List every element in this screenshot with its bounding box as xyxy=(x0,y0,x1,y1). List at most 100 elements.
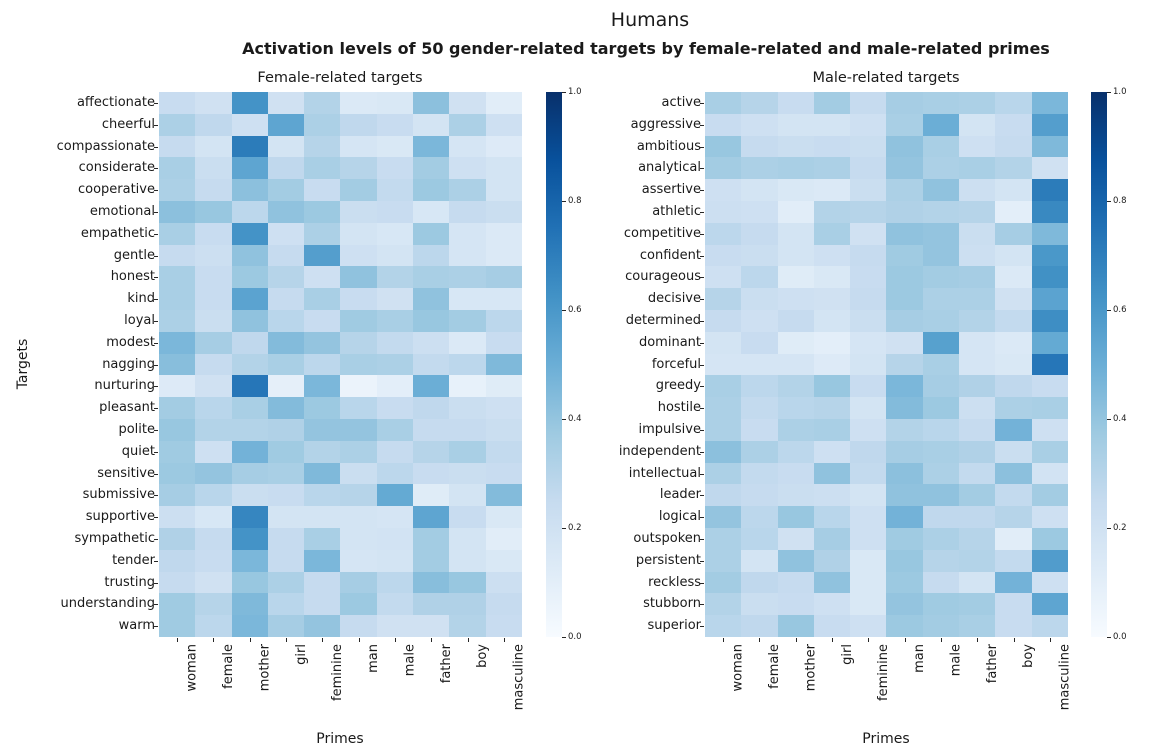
x-tick-label: female xyxy=(766,644,782,689)
heatmap-cell xyxy=(1031,113,1068,136)
heatmap-cell xyxy=(886,135,923,158)
heatmap-cell xyxy=(1031,200,1068,223)
heatmap-cell xyxy=(304,353,341,376)
heatmap-cell xyxy=(886,440,923,463)
tick-mark xyxy=(700,430,704,431)
tick-mark xyxy=(700,583,704,584)
heatmap-cell xyxy=(376,527,414,550)
x-tick-label: masculine xyxy=(511,644,527,711)
heatmap-cell xyxy=(485,244,522,267)
heatmap-cell xyxy=(959,309,996,332)
heatmap-cell xyxy=(449,179,486,201)
y-tick-label: pleasant xyxy=(99,400,155,416)
heatmap-cell xyxy=(485,527,522,550)
x-tick-label: feminine xyxy=(329,644,345,701)
tick-mark xyxy=(154,212,158,213)
heatmap-cell xyxy=(813,113,851,136)
heatmap-cell xyxy=(304,571,341,594)
x-tick-label: mother xyxy=(803,644,819,692)
heatmap-cell xyxy=(813,506,851,528)
heatmap-cell xyxy=(267,222,305,245)
heatmap-cell xyxy=(449,200,486,223)
heatmap-cell xyxy=(777,418,814,441)
heatmap-cell xyxy=(850,571,887,594)
heatmap-cell xyxy=(995,200,1032,223)
heatmap-cell xyxy=(304,288,341,310)
heatmap-cell xyxy=(267,506,305,528)
heatmap-cell xyxy=(705,266,742,289)
heatmap-cell xyxy=(159,353,196,376)
y-tick-label: supportive xyxy=(85,509,155,525)
y-tick-label: analytical xyxy=(638,160,701,176)
heatmap-cell xyxy=(449,135,486,158)
heatmap-cell xyxy=(705,353,742,376)
heatmap-cell xyxy=(340,200,377,223)
heatmap-cell xyxy=(1031,418,1068,441)
y-tick-label: quiet xyxy=(121,443,155,459)
heatmap-cell xyxy=(705,527,742,550)
y-tick-label: intellectual xyxy=(628,465,701,481)
heatmap-cell xyxy=(231,331,268,354)
heatmap-cell xyxy=(850,593,887,616)
heatmap-cell xyxy=(340,397,377,419)
tick-mark xyxy=(154,321,158,322)
heatmap-cell xyxy=(159,527,196,550)
heatmap-cell xyxy=(705,615,742,637)
heatmap-cell xyxy=(304,593,341,616)
heatmap-cell xyxy=(376,244,414,267)
x-tick-label: female xyxy=(220,644,236,689)
heatmap-cell xyxy=(959,440,996,463)
x-axis-label-left: Primes xyxy=(316,731,364,747)
heatmap-cell xyxy=(777,375,814,398)
heatmap-cell xyxy=(231,527,268,550)
y-tick-label: considerate xyxy=(78,160,155,176)
heatmap-cell xyxy=(1031,527,1068,550)
heatmap-cell xyxy=(777,549,814,572)
heatmap-cell xyxy=(777,157,814,180)
heatmap-cell xyxy=(741,135,778,158)
heatmap-cell xyxy=(813,593,851,616)
heatmap-cell xyxy=(195,113,232,136)
x-tick-label: girl xyxy=(293,644,309,665)
tick-mark xyxy=(700,386,704,387)
heatmap-cell xyxy=(813,179,851,201)
y-tick-label: outspoken xyxy=(633,530,701,546)
heatmap-cell xyxy=(485,549,522,572)
heatmap-cell xyxy=(159,440,196,463)
tick-mark xyxy=(700,147,704,148)
heatmap-cell xyxy=(1031,331,1068,354)
heatmap-cell xyxy=(340,527,377,550)
heatmap-cell xyxy=(922,593,960,616)
heatmap-cell xyxy=(485,266,522,289)
heatmap-cell xyxy=(485,375,522,398)
y-tick-label: aggressive xyxy=(630,116,701,132)
tick-mark xyxy=(700,604,704,605)
tick-mark xyxy=(700,626,704,627)
heatmap-cell xyxy=(376,113,414,136)
tick-mark xyxy=(468,638,469,642)
heatmap-cell xyxy=(777,440,814,463)
heatmap-cell xyxy=(850,462,887,485)
colorbar-tick-label: 0.6 xyxy=(568,305,582,315)
heatmap-cell xyxy=(231,418,268,441)
tick-mark xyxy=(154,147,158,148)
heatmap-cell xyxy=(231,222,268,245)
heatmap-cell xyxy=(741,484,778,507)
heatmap-cell xyxy=(777,92,814,114)
heatmap-cell xyxy=(1031,462,1068,485)
y-tick-label: determined xyxy=(625,312,701,328)
y-tick-label: emotional xyxy=(89,203,155,219)
heatmap-cell xyxy=(741,375,778,398)
heatmap-cell xyxy=(267,244,305,267)
heatmap-cell xyxy=(741,506,778,528)
tick-mark xyxy=(700,408,704,409)
heatmap-cell xyxy=(922,549,960,572)
heatmap-cell xyxy=(1031,157,1068,180)
tick-mark xyxy=(700,321,704,322)
heatmap-cell xyxy=(741,200,778,223)
heatmap-cell xyxy=(159,375,196,398)
heatmap-cell xyxy=(850,418,887,441)
heatmap-cell xyxy=(922,135,960,158)
heatmap-cell xyxy=(705,375,742,398)
heatmap-cell xyxy=(449,331,486,354)
